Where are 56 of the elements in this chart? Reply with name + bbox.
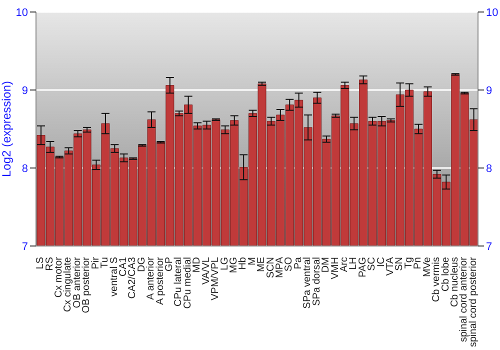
x-tick-label: Cb nucleus — [449, 257, 460, 308]
x-tick-label: DG — [136, 256, 148, 272]
y-tick-label: 8 — [22, 162, 28, 175]
x-tick-label: MPA — [274, 256, 286, 278]
x-tick-label: spinal cord anterior — [458, 256, 470, 342]
y-tick-label: 7 — [22, 240, 28, 253]
x-tick-label: GP — [164, 256, 176, 272]
x-tick-label: DM — [320, 257, 332, 273]
x-tick-label: Cb vermis — [431, 257, 442, 302]
x-tick-label: MVe — [422, 256, 433, 278]
y-axis-title: Log2 (expression) — [0, 80, 14, 178]
x-tick-label: CPu medial — [182, 257, 194, 309]
x-tick-label: OB posterior — [81, 256, 92, 314]
x-tick-label: SCN — [265, 257, 276, 278]
x-tick-label: SN — [394, 257, 406, 271]
x-tick-label: CA2/CA3 — [127, 256, 138, 299]
x-tick-label: SPa ventral — [302, 257, 314, 309]
x-tick-label: SPa dorsal — [311, 257, 322, 306]
x-tick-label: Hb — [238, 256, 249, 270]
x-tick-label: SO — [284, 256, 295, 272]
x-tick-label: CPu lateral — [173, 257, 184, 306]
x-tick-label: Pn — [412, 257, 424, 270]
x-tick-label: Tu — [100, 257, 111, 268]
x-tick-label: IC — [376, 257, 387, 267]
x-tick-label: MG — [228, 256, 240, 274]
x-tick-label: MD — [192, 257, 203, 273]
x-tick-label: spinal cord posterior — [468, 256, 479, 348]
x-tick-label: VPM/VPL — [210, 256, 222, 300]
y2-tick-label: 10 — [486, 6, 498, 19]
x-tick-label: Cb lobe — [440, 256, 452, 292]
x-tick-label: Pa — [292, 256, 304, 270]
y-tick-label: 9 — [22, 84, 28, 97]
x-tick-label: LG — [219, 256, 230, 270]
x-tick-label: RS — [44, 256, 56, 271]
y2-tick-label: 9 — [486, 84, 492, 97]
x-tick-label: ventral S — [108, 256, 120, 296]
x-tick-label: VMH — [330, 257, 341, 280]
x-tick-label: LH — [348, 257, 360, 270]
x-tick-label: SC — [366, 257, 378, 271]
x-tick-label: VA/VL — [200, 256, 212, 285]
x-tick-label: A posterior — [154, 256, 166, 305]
x-tick-label: Pir — [90, 256, 102, 270]
x-tick-label: CA1 — [118, 256, 129, 276]
x-tick-label: ME — [256, 256, 268, 272]
x-tick-label: LS — [35, 256, 46, 270]
x-tick-label: PAG — [357, 256, 368, 278]
x-tick-label: M — [246, 257, 258, 266]
x-tick-label: VTA — [385, 256, 396, 276]
x-tick-label: Cx cingulate — [62, 256, 74, 312]
x-tick-label: A anterior — [146, 256, 157, 300]
y2-tick-label: 7 — [486, 240, 492, 253]
x-tick-label: OB anterior — [72, 256, 83, 308]
x-tick-label: Tg — [403, 257, 414, 269]
y-tick-label: 10 — [16, 6, 28, 19]
x-tick-label: Arc — [338, 257, 350, 272]
y2-tick-label: 8 — [486, 162, 492, 175]
